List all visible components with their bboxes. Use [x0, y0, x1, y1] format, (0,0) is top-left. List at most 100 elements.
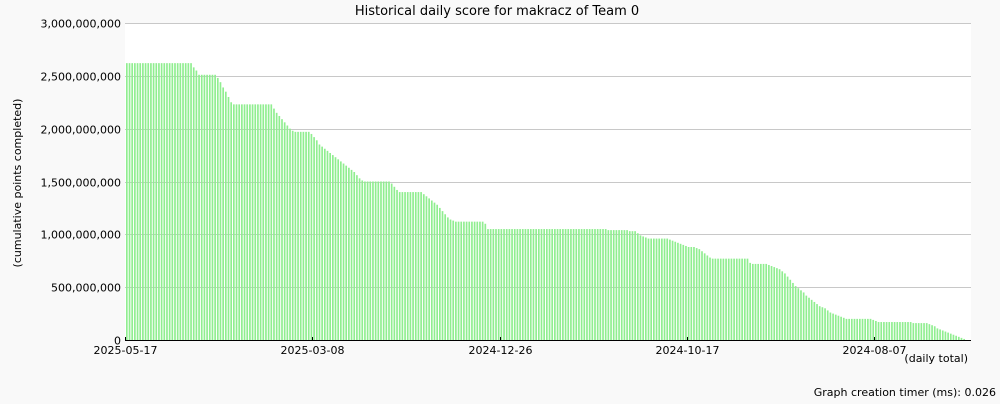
bar	[727, 258, 730, 340]
bar	[233, 104, 235, 340]
bar	[615, 230, 618, 340]
bar	[455, 221, 457, 340]
bar	[503, 229, 505, 340]
bar	[671, 240, 674, 340]
bar	[575, 229, 578, 340]
bar	[471, 221, 473, 340]
bar	[546, 229, 548, 340]
bar	[348, 167, 350, 340]
bar	[246, 104, 249, 340]
bar	[422, 194, 425, 340]
bar	[160, 63, 163, 341]
bar	[842, 317, 845, 340]
bar	[920, 323, 923, 340]
x-tick-label: 2024-08-07	[843, 344, 907, 357]
bar	[661, 238, 663, 340]
bar	[757, 263, 760, 340]
bar	[685, 245, 687, 340]
bar	[198, 74, 200, 340]
bar	[297, 131, 299, 340]
bar	[888, 322, 891, 340]
bar	[682, 244, 685, 340]
bar	[158, 63, 160, 341]
bar	[564, 229, 567, 340]
bar	[949, 333, 952, 340]
bar	[875, 320, 877, 340]
bar	[340, 161, 342, 340]
bar	[735, 258, 738, 340]
bar	[307, 131, 310, 340]
bar	[174, 63, 176, 341]
bar	[529, 229, 532, 340]
x-axis-ticks: 2025-05-17 2025-03-08 2024-12-26 2024-10-17…	[94, 337, 907, 357]
bar	[762, 263, 765, 340]
bar	[257, 104, 259, 340]
bar	[479, 221, 481, 340]
bar	[877, 322, 880, 340]
bar	[299, 131, 302, 340]
bar	[390, 183, 393, 340]
bar	[291, 130, 294, 340]
bar	[554, 229, 556, 340]
bar	[800, 290, 802, 340]
bar	[171, 63, 174, 341]
bar	[369, 181, 372, 340]
bar	[535, 229, 537, 340]
bar	[639, 235, 642, 340]
bar	[372, 181, 374, 340]
bar	[567, 229, 570, 340]
bar	[631, 231, 634, 340]
bar	[904, 322, 907, 340]
bar	[636, 233, 639, 340]
bar	[481, 221, 484, 340]
bar	[695, 248, 698, 340]
bar	[925, 323, 928, 340]
bar	[273, 108, 275, 340]
bar	[869, 318, 872, 340]
bar	[687, 247, 690, 340]
bar	[845, 318, 848, 340]
bar	[548, 229, 551, 340]
bar	[329, 152, 331, 340]
bar	[265, 104, 267, 340]
bar	[952, 334, 955, 340]
bar	[521, 229, 524, 340]
y-axis-label: (cumulative points completed)	[11, 99, 24, 268]
bar	[302, 131, 305, 340]
bar	[374, 181, 377, 340]
bar	[928, 324, 931, 340]
bar	[208, 74, 211, 340]
bar	[562, 229, 564, 340]
bar	[883, 322, 885, 340]
bar	[818, 306, 821, 340]
bar	[679, 243, 682, 340]
bar	[345, 165, 348, 340]
bar	[281, 119, 283, 340]
bar	[647, 238, 650, 340]
x-tick-label: 2024-10-17	[656, 344, 720, 357]
bar	[275, 112, 278, 340]
bar	[323, 148, 326, 340]
bar	[166, 63, 168, 341]
bar	[754, 263, 757, 340]
bar	[350, 169, 353, 340]
bar	[768, 264, 770, 340]
bar	[414, 192, 417, 340]
bar	[527, 229, 529, 340]
bar	[420, 192, 422, 340]
x-axis-label: (daily total)	[904, 352, 968, 365]
bar	[519, 229, 521, 340]
bar	[792, 282, 794, 340]
bar	[559, 229, 562, 340]
bar	[738, 258, 741, 340]
bar	[797, 288, 800, 340]
bar	[222, 87, 224, 341]
bar	[334, 157, 337, 340]
bar	[709, 257, 711, 340]
bar	[364, 181, 366, 340]
bar	[947, 332, 949, 340]
bar	[706, 255, 709, 340]
bar	[570, 229, 572, 340]
bar	[267, 104, 270, 340]
